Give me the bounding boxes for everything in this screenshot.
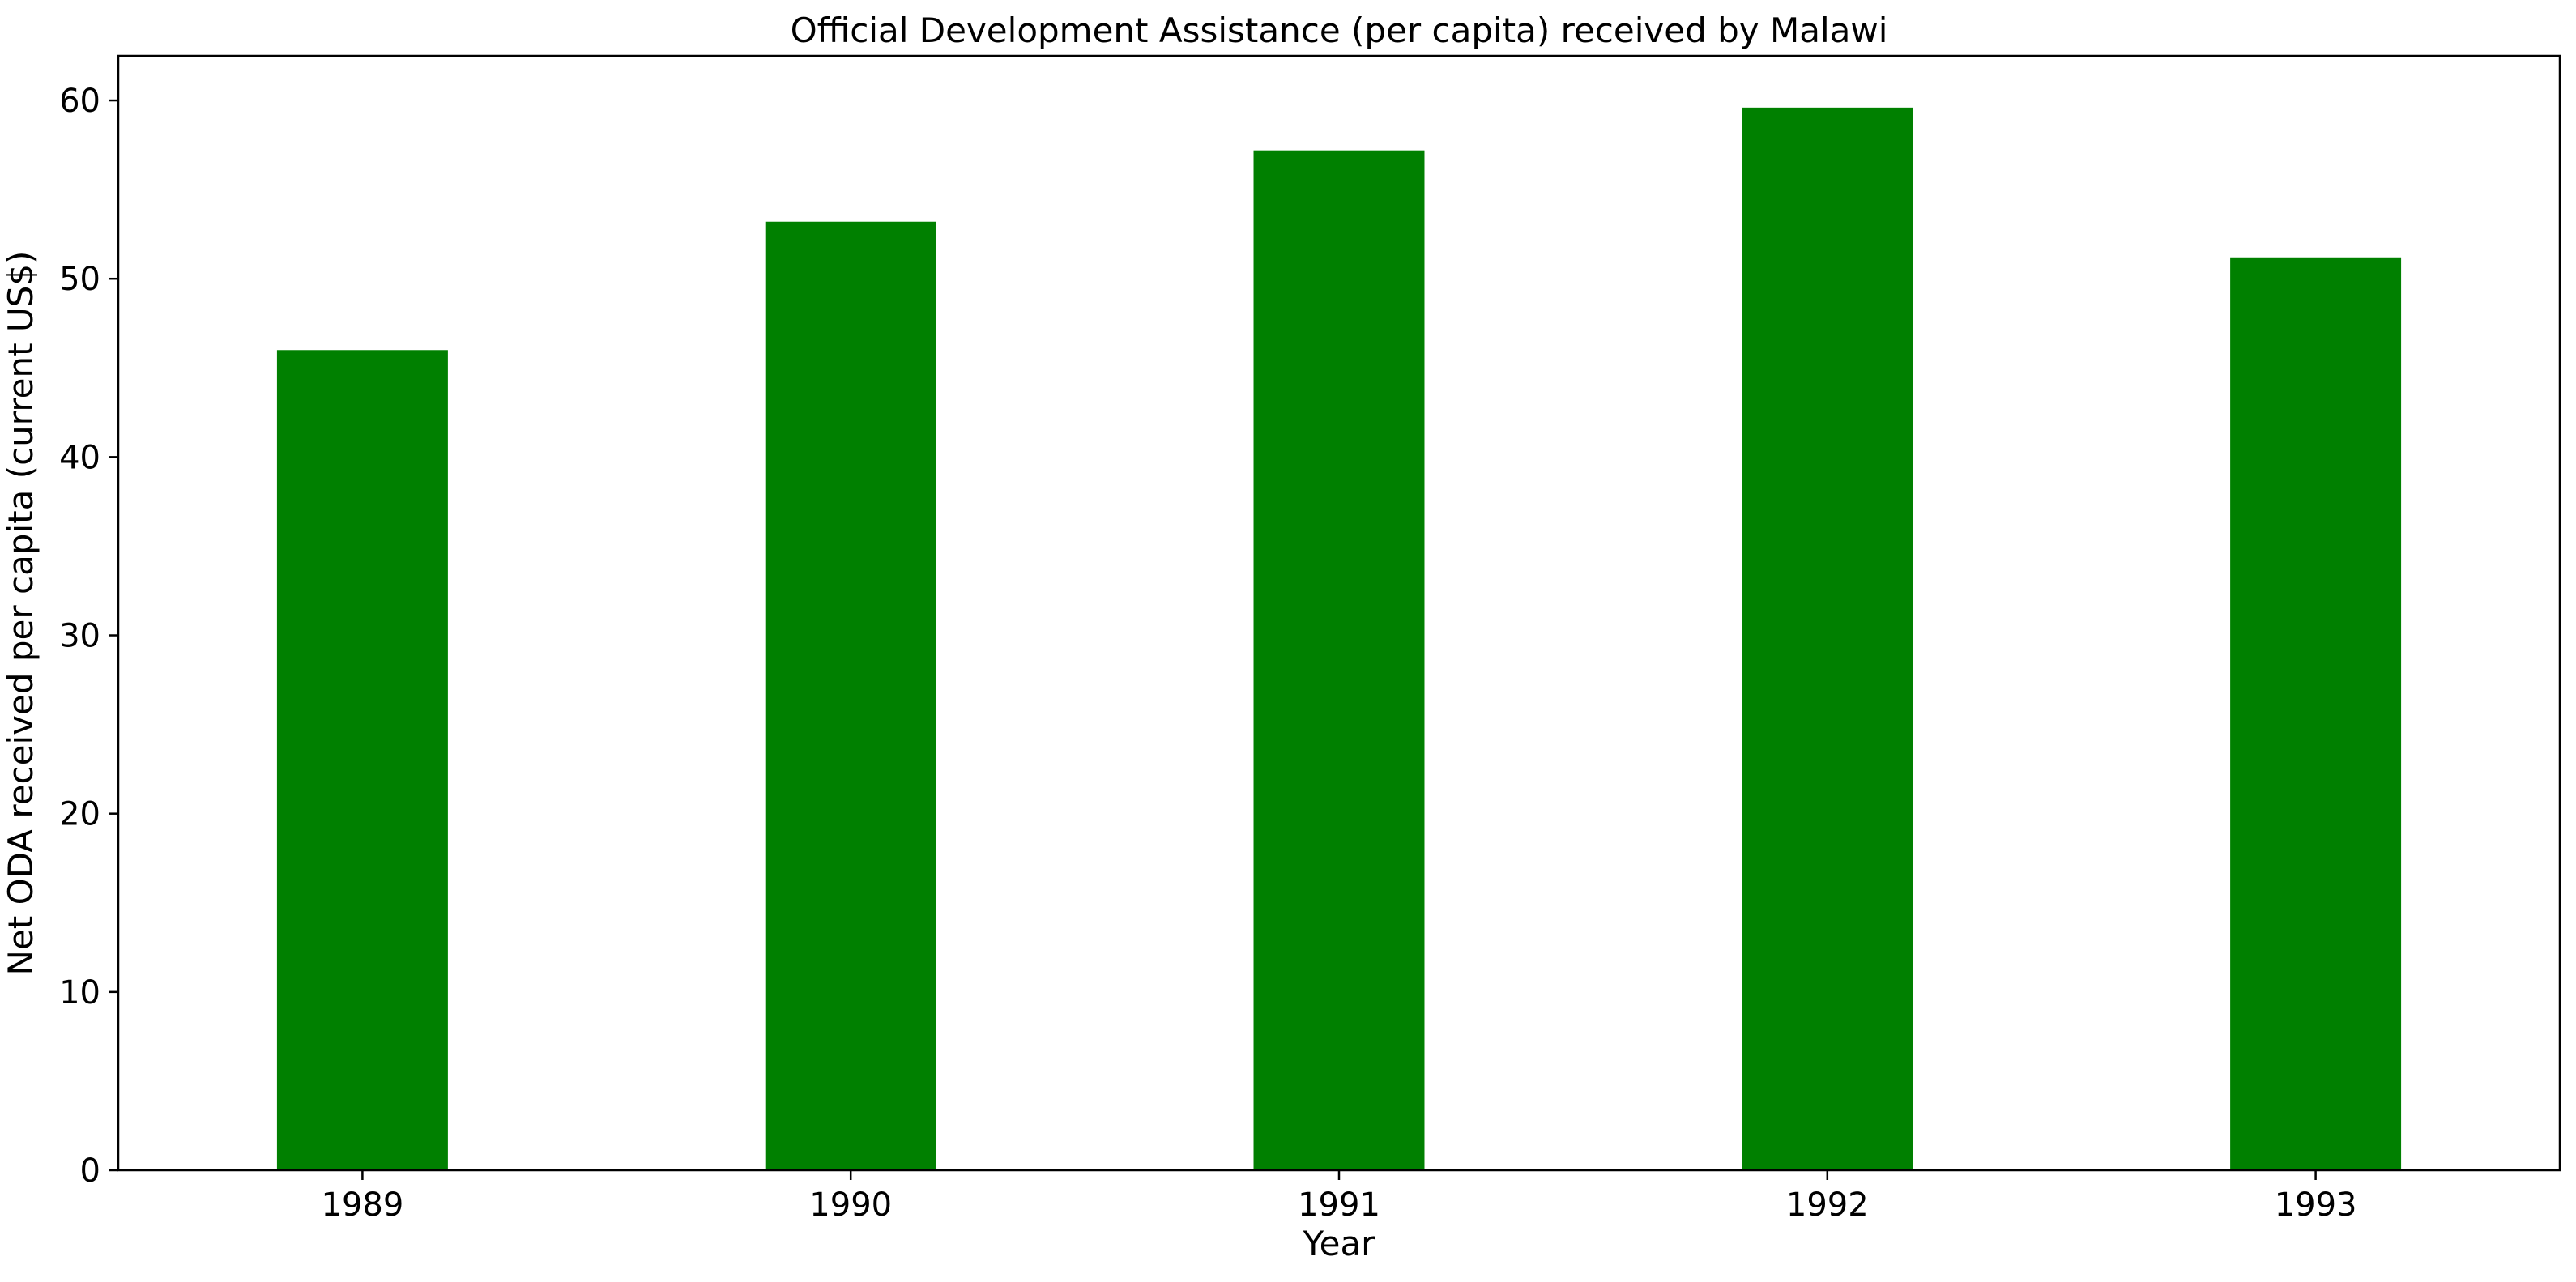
bar-1992: [1742, 107, 1913, 1170]
x-tick-label: 1990: [809, 1186, 892, 1224]
x-tick-label: 1989: [322, 1186, 404, 1224]
bar-1993: [2230, 257, 2402, 1171]
bar-1991: [1253, 150, 1425, 1170]
bar-1990: [765, 221, 936, 1171]
y-tick-label: 30: [59, 618, 100, 655]
y-axis-label: Net ODA received per capita (current US$…: [1, 251, 41, 976]
x-tick-label: 1993: [2275, 1186, 2357, 1224]
y-tick-label: 20: [59, 796, 100, 833]
bars-layer: [276, 107, 2402, 1171]
x-axis-ticks: 1989 1990 1991 1992 1993: [322, 1170, 2357, 1224]
x-axis-label: Year: [1303, 1224, 1376, 1263]
y-tick-label: 60: [59, 83, 100, 120]
y-tick-label: 0: [80, 1152, 100, 1190]
x-tick-label: 1992: [1786, 1186, 1869, 1224]
y-tick-label: 50: [59, 261, 100, 298]
chart-title: Official Development Assistance (per cap…: [791, 11, 1888, 50]
y-axis-ticks: 0 10 20 30 40 50 60: [59, 83, 118, 1190]
plot-frame: [117, 54, 2561, 1172]
y-tick-label: 10: [59, 974, 100, 1012]
y-tick-label: 40: [59, 439, 100, 476]
bar-1989: [276, 350, 448, 1170]
x-tick-label: 1991: [1298, 1186, 1380, 1224]
